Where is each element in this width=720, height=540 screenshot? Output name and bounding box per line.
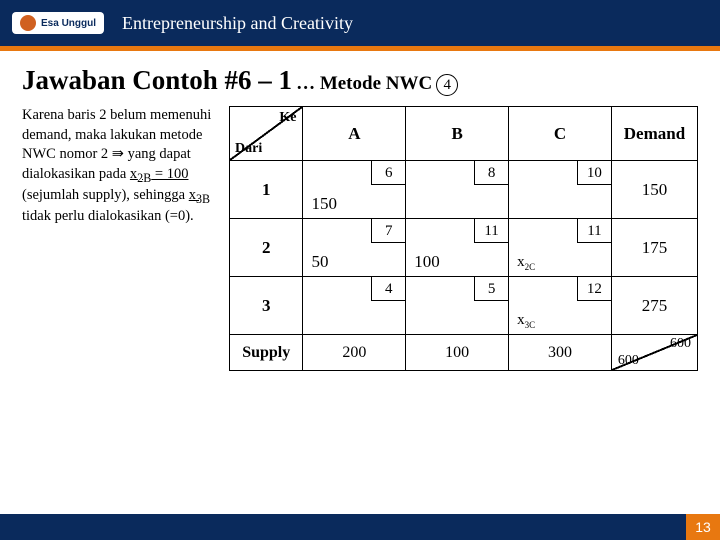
demand-2: 175 bbox=[611, 219, 697, 277]
title-main: Jawaban Contoh #6 – 1 bbox=[22, 65, 292, 95]
cell-3B: 5 bbox=[406, 277, 509, 335]
col-demand: Demand bbox=[611, 107, 697, 161]
supply-total: 600 600 bbox=[611, 335, 697, 371]
brand-logo: Esa Unggul bbox=[12, 12, 104, 34]
header-bar: Esa Unggul Entrepreneurship and Creativi… bbox=[0, 0, 720, 46]
cell-2A: 750 bbox=[303, 219, 406, 277]
cell-2C: 11x2C bbox=[509, 219, 612, 277]
col-A: A bbox=[303, 107, 406, 161]
cell-1B: 8 bbox=[406, 161, 509, 219]
transport-table: Ke Dari A B C Demand 1 6150 8 10 150 2 bbox=[229, 106, 698, 371]
cell-3A: 4 bbox=[303, 277, 406, 335]
col-C: C bbox=[509, 107, 612, 161]
logo-icon bbox=[20, 15, 36, 31]
title-sub: … Metode NWC bbox=[296, 73, 432, 94]
row-2-label: 2 bbox=[230, 219, 303, 277]
page-title: Jawaban Contoh #6 – 1 … Metode NWC 4 bbox=[22, 65, 698, 96]
footer-bar bbox=[0, 514, 720, 540]
main-row: Karena baris 2 belum memenuhi demand, ma… bbox=[22, 106, 698, 371]
supply-A: 200 bbox=[303, 335, 406, 371]
brand-text: Esa Unggul bbox=[41, 18, 96, 29]
header-title: Entrepreneurship and Creativity bbox=[122, 13, 353, 34]
demand-3: 275 bbox=[611, 277, 697, 335]
row-3-label: 3 bbox=[230, 277, 303, 335]
supply-B: 100 bbox=[406, 335, 509, 371]
cell-3C: 12x3C bbox=[509, 277, 612, 335]
row-1-label: 1 bbox=[230, 161, 303, 219]
cell-2B: 11100 bbox=[406, 219, 509, 277]
description-text: Karena baris 2 belum memenuhi demand, ma… bbox=[22, 106, 217, 371]
page-number: 13 bbox=[686, 514, 720, 540]
cell-1A: 6150 bbox=[303, 161, 406, 219]
content-area: Jawaban Contoh #6 – 1 … Metode NWC 4 Kar… bbox=[0, 51, 720, 371]
demand-1: 150 bbox=[611, 161, 697, 219]
cell-1C: 10 bbox=[509, 161, 612, 219]
circled-number: 4 bbox=[436, 74, 458, 96]
diag-header: Ke Dari bbox=[230, 107, 303, 161]
col-B: B bbox=[406, 107, 509, 161]
supply-C: 300 bbox=[509, 335, 612, 371]
supply-label: Supply bbox=[230, 335, 303, 371]
